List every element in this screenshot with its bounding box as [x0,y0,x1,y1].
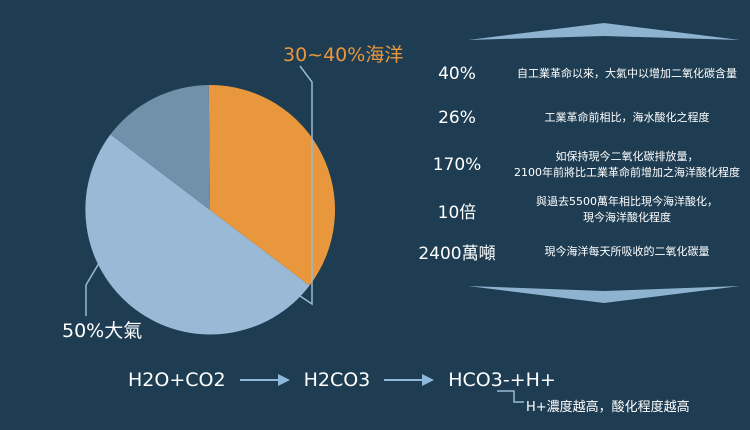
chevron-up-icon [468,23,740,40]
stat-value: 40% [438,64,476,84]
atmosphere-leader-line [85,247,109,316]
stat-value: 170% [432,155,482,175]
stat-description: 自工業革命以來，大氣中以增加二氧化碳含量 [517,67,737,80]
stat-description: 工業革命前相比，海水酸化之程度 [544,111,710,124]
stat-row: 10倍 與過去5500萬年相比現今海洋酸化， 現今海洋酸化程度 [408,194,748,226]
pie-slice-atmosphere [85,134,310,335]
equation-products: HCO3-+H+ [448,369,556,391]
stat-row: 2400萬噸 現今海洋每天所吸收的二氧化碳量 [408,239,748,264]
stat-description: 如保持現今二氧化碳排放量， 2100年前將比工業革命前增加之海洋酸化程度 [514,150,740,179]
acidification-note: H+濃度越高，酸化程度越高 [526,400,690,415]
stat-value: 10倍 [437,202,477,223]
arrow-right-icon [239,374,290,386]
pie-slice-ocean [208,85,335,286]
stat-value: 26% [438,108,476,128]
note-bracket-line [497,390,524,403]
ocean-percentage-label: 30~40%海洋 [283,44,404,66]
chemical-equation: H2O+CO2 H2CO3 HCO3-+H+ [128,369,556,391]
stat-value: 2400萬噸 [418,244,496,264]
stat-description: 現今海洋每天所吸收的二氧化碳量 [544,244,710,258]
stat-description: 與過去5500萬年相比現今海洋酸化， 現今海洋酸化程度 [536,195,718,224]
equation-intermediate: H2CO3 [303,369,371,391]
stat-row: 170% 如保持現今二氧化碳排放量， 2100年前將比工業革命前增加之海洋酸化程… [408,149,748,181]
stat-row: 26% 工業革命前相比，海水酸化之程度 [408,108,748,128]
ocean-leader-line [299,65,313,306]
chevron-down-icon [468,286,740,303]
atmosphere-percentage-label: 50%大氣 [62,320,143,342]
stat-row: 40% 自工業革命以來，大氣中以增加二氧化碳含量 [408,64,748,84]
arrow-right-icon [384,374,435,386]
equation-reactants: H2O+CO2 [128,369,226,391]
pie-slice-other [110,85,210,210]
